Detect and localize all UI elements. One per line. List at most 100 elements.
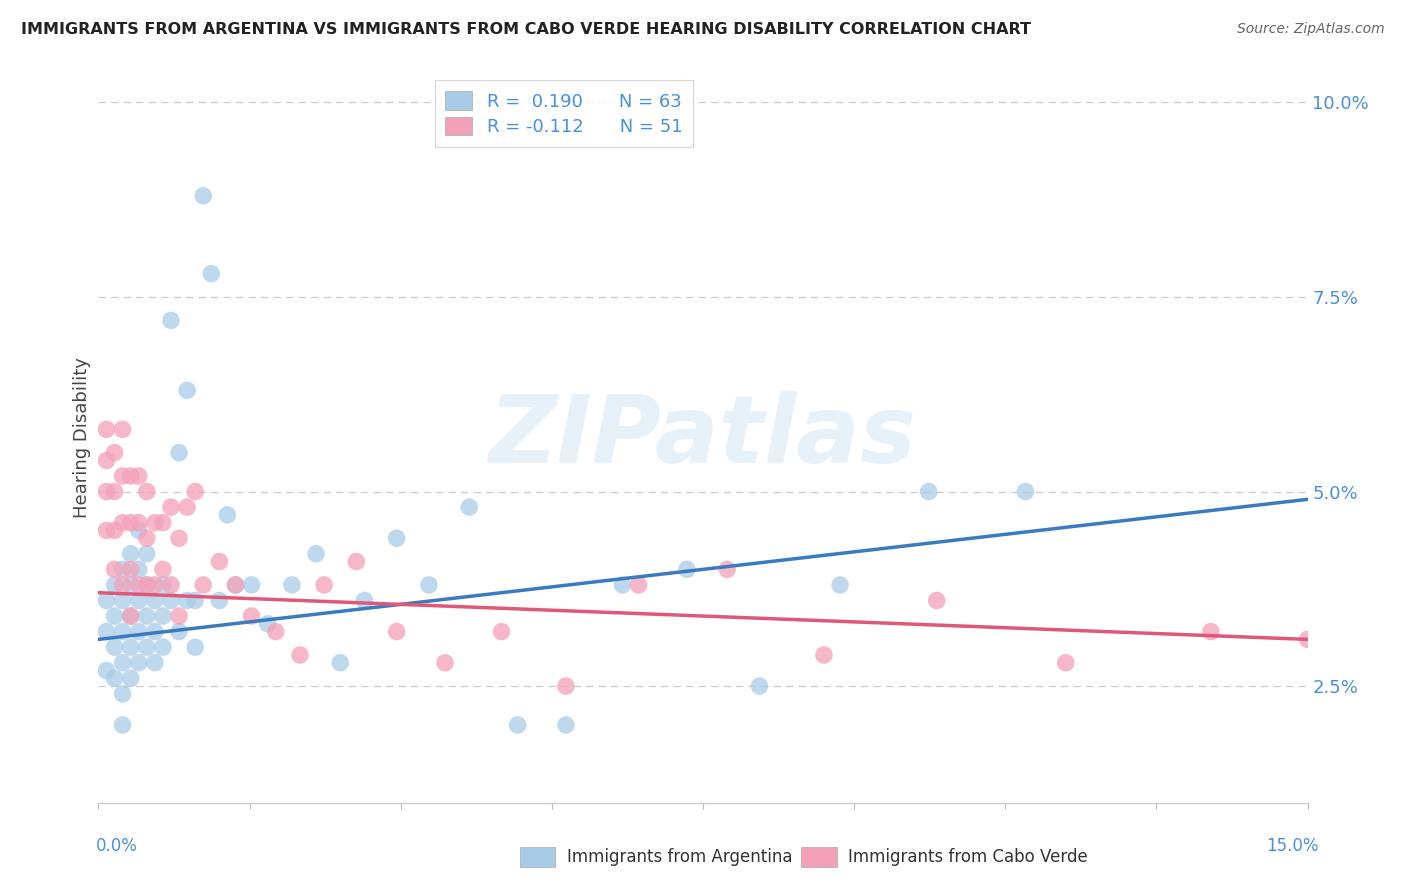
Point [143,578,166,592]
Point [111,687,134,701]
Point [167,624,190,639]
Point [224,578,246,592]
Point [256,616,278,631]
Point [200,267,222,281]
Point [491,624,513,639]
Point [176,593,198,607]
Point [128,578,150,592]
Point [152,578,174,592]
Point [135,609,157,624]
Point [135,484,157,499]
Point [208,555,231,569]
Point [305,547,328,561]
Point [152,609,174,624]
Point [240,578,263,592]
Text: Immigrants from Cabo Verde: Immigrants from Cabo Verde [848,848,1088,866]
Point [111,469,134,483]
Point [135,578,157,592]
Point [111,624,134,639]
Point [217,508,239,522]
Point [120,469,142,483]
Point [193,189,215,203]
Text: 0.0%: 0.0% [96,837,138,855]
Point [314,578,336,592]
Point [111,656,134,670]
Point [160,593,183,607]
Point [135,547,157,561]
Point [160,313,183,327]
Point [103,578,125,592]
Point [120,562,142,576]
Point [353,593,375,607]
Point [135,640,157,655]
Point [813,648,835,662]
Text: IMMIGRANTS FROM ARGENTINA VS IMMIGRANTS FROM CABO VERDE HEARING DISABILITY CORRE: IMMIGRANTS FROM ARGENTINA VS IMMIGRANTS … [21,22,1031,37]
Point [288,648,311,662]
Point [135,531,157,545]
Point [143,516,166,530]
Point [281,578,304,592]
Point [111,516,134,530]
Point [193,578,215,592]
Point [120,578,142,592]
Point [918,484,941,499]
Point [128,624,150,639]
Point [176,500,198,515]
Point [120,640,142,655]
Point [143,624,166,639]
Point [167,531,190,545]
Point [240,609,263,624]
Point [128,562,150,576]
Point [434,656,457,670]
Point [184,484,207,499]
Point [96,484,118,499]
Text: Source: ZipAtlas.com: Source: ZipAtlas.com [1237,22,1385,37]
Point [111,578,134,592]
Point [385,531,408,545]
Point [111,422,134,436]
Point [103,445,125,459]
Point [160,500,183,515]
Point [103,609,125,624]
Point [128,656,150,670]
Point [96,624,118,639]
Point [184,640,207,655]
Point [152,640,174,655]
Point [1054,656,1077,670]
Point [748,679,770,693]
Point [167,445,190,459]
Point [152,516,174,530]
Point [96,524,118,538]
Point [128,469,150,483]
Point [224,578,246,592]
Point [627,578,650,592]
Point [111,718,134,732]
Point [1014,484,1036,499]
Point [120,516,142,530]
Point [128,593,150,607]
Point [128,524,150,538]
Point [103,562,125,576]
Point [329,656,352,670]
Point [111,562,134,576]
Point [385,624,408,639]
Point [96,422,118,436]
Point [103,484,125,499]
Point [418,578,440,592]
Point [135,578,157,592]
Y-axis label: Hearing Disability: Hearing Disability [73,357,91,517]
Point [120,547,142,561]
Point [128,516,150,530]
Point [96,453,118,467]
Text: ZIPatlas: ZIPatlas [489,391,917,483]
Point [103,524,125,538]
Point [176,384,198,398]
Point [555,718,578,732]
Text: 15.0%: 15.0% [1267,837,1319,855]
Legend: R =  0.190  N = 63, R = -0.112  N = 51: R = 0.190 N = 63, R = -0.112 N = 51 [434,80,693,147]
Point [143,656,166,670]
Point [612,578,634,592]
Point [506,718,529,732]
Point [143,593,166,607]
Point [676,562,699,576]
